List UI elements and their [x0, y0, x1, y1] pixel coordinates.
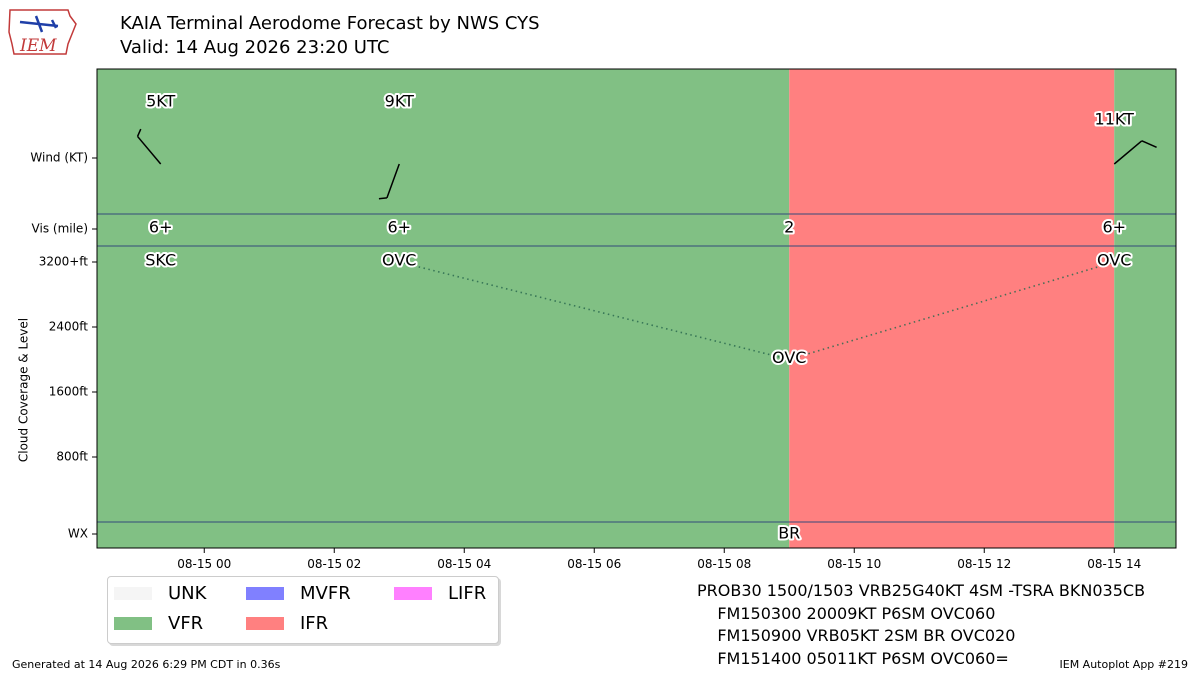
visibility-label-halo: 6+ [387, 218, 411, 237]
cloud-label: OVC [382, 251, 416, 270]
x-tick-label: 08-15 10 [827, 557, 881, 571]
cloud-connector [399, 261, 790, 361]
category-band-ifr [789, 69, 1115, 548]
category-band-vfr [1114, 69, 1176, 548]
logo-text: IEM [19, 36, 57, 56]
visibility-label-halo: 6+ [149, 218, 173, 237]
taf-line: PROB30 1500/1503 VRB25G40KT 4SM -TSRA BK… [697, 581, 1146, 600]
legend-swatch-unk [114, 587, 152, 600]
iowa-state-outline-icon [8, 9, 77, 55]
legend-item-ifr: IFR [246, 613, 328, 634]
category-band-vfr [97, 69, 790, 548]
legend-label-vfr: VFR [168, 613, 204, 634]
legend-item-mvfr: MVFR [246, 583, 351, 604]
wind-speed-label: 11KT [1095, 110, 1135, 129]
visibility-label-halo: 2 [784, 218, 794, 237]
cloud-label: SKC [145, 251, 176, 270]
legend-label-unk: UNK [168, 583, 207, 604]
visibility-label: 6+ [149, 218, 173, 237]
chart-valid-time: Valid: 14 Aug 2026 23:20 UTC [120, 37, 390, 58]
visibility-label: 6+ [1102, 218, 1126, 237]
wind-speed-label-halo: 9KT [385, 92, 414, 111]
taf-line: FM150900 VRB05KT 2SM BR OVC020 [697, 626, 1016, 645]
x-tick-label: 08-15 02 [307, 557, 361, 571]
taf-text: PROB30 1500/1503 VRB25G40KT 4SM -TSRA BK… [697, 580, 1145, 670]
legend-swatch-mvfr [246, 587, 284, 600]
cloud-label-halo: OVC [772, 348, 806, 367]
wind-speed-label-halo: 11KT [1095, 110, 1135, 129]
cloud-label: OVC [772, 348, 806, 367]
wind-speed-label: 9KT [385, 92, 414, 111]
legend-item-vfr: VFR [114, 613, 203, 634]
chart-title: KAIA Terminal Aerodome Forecast by NWS C… [120, 13, 540, 34]
x-tick-label: 08-15 04 [437, 557, 491, 571]
y-tick-label-cloud: 3200+ft [39, 255, 89, 269]
y-label-wx: WX [68, 527, 88, 541]
footer-generated: Generated at 14 Aug 2026 6:29 PM CDT in … [12, 658, 281, 671]
wind-barb-staff [386, 163, 400, 199]
x-tick-label: 08-15 06 [567, 557, 621, 571]
cloud-label-halo: OVC [382, 251, 416, 270]
weather-label-halo: BR [778, 524, 800, 543]
taf-chart: 08-15 00 08-15 02 08-15 04 08-15 06 08-15 08… [17, 68, 1177, 571]
x-tick-label: 08-15 14 [1087, 557, 1141, 571]
y-label-wind: Wind (KT) [30, 151, 88, 165]
legend-item-lifr: LIFR [394, 583, 486, 604]
wind-speed-label: 5KT [146, 92, 175, 111]
wind-speed-label-halo: 5KT [146, 92, 175, 111]
x-tick-label: 08-15 08 [697, 557, 751, 571]
taf-line: FM150300 20009KT P6SM OVC060 [697, 603, 996, 623]
x-tick-label: 08-15 12 [957, 557, 1011, 571]
wind-barb-flag [378, 197, 388, 200]
visibility-label: 2 [784, 218, 794, 237]
legend-swatch-lifr [394, 587, 432, 600]
y-axis-label-cloud: Cloud Coverage & Level [17, 318, 31, 462]
legend-label-ifr: IFR [300, 613, 329, 634]
cloud-label-halo: OVC [1097, 251, 1131, 270]
legend-label-mvfr: MVFR [300, 583, 351, 604]
iem-logo: IEM [8, 9, 77, 56]
plot-frame [96, 68, 1177, 549]
y-tick-label-cloud: 2400ft [49, 320, 89, 334]
cloud-label-halo: SKC [145, 251, 176, 270]
y-tick-label-cloud: 1600ft [49, 385, 89, 399]
airplane-icon [19, 15, 59, 33]
cloud-label: OVC [1097, 251, 1131, 270]
legend-label-lifr: LIFR [448, 583, 487, 604]
wind-barb-staff [136, 135, 162, 165]
legend-item-unk: UNK [114, 583, 206, 604]
visibility-label-halo: 6+ [1102, 218, 1126, 237]
visibility-label: 6+ [387, 218, 411, 237]
taf-line: FM151400 05011KT P6SM OVC060= [697, 648, 1009, 668]
y-label-vis: Vis (mile) [32, 222, 88, 236]
wind-barb-flag [1141, 140, 1157, 148]
legend-swatch-vfr [114, 617, 152, 630]
wind-barb-staff [1113, 140, 1143, 165]
x-tick-label: 08-15 00 [177, 557, 231, 571]
y-tick-label-cloud: 800ft [56, 450, 88, 464]
wind-barb-flag [136, 128, 142, 137]
weather-label: BR [778, 524, 800, 543]
legend-swatch-ifr [246, 617, 284, 630]
flight-category-legend: UNK VFR MVFR IFR LIFR [107, 576, 499, 644]
footer-app: IEM Autoplot App #219 [1059, 658, 1189, 671]
